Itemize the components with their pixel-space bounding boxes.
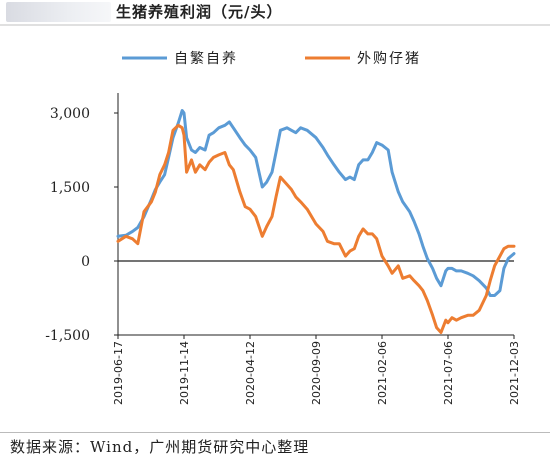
header-logo-block xyxy=(6,2,111,22)
legend-label-1: 外购仔猪 xyxy=(357,51,421,67)
chart-title: 生猪养殖利润（元/头） xyxy=(116,3,283,21)
x-tick-label: 2020-04-12 xyxy=(244,341,257,405)
source-note: 数据来源：Wind，广州期货研究中心整理 xyxy=(10,438,310,456)
legend-label-0: 自繁自养 xyxy=(174,51,238,67)
y-tick-label: -1,500 xyxy=(45,328,90,344)
x-tick-label: 2021-02-06 xyxy=(376,341,389,405)
x-tick-label: 2019-11-14 xyxy=(178,341,191,405)
y-tick-label: 0 xyxy=(81,254,90,270)
chart-svg: 3,000 1,500 0 -1,500 2019-06-17 2019-11-14 202… xyxy=(45,51,521,405)
footer-divider xyxy=(0,432,550,433)
y-tick-label: 3,000 xyxy=(50,106,90,122)
x-tick-label: 2020-09-09 xyxy=(310,341,323,405)
x-tick-label: 2021-12-03 xyxy=(508,341,521,405)
series-line-self-breeding xyxy=(116,109,516,297)
x-tick-label: 2021-07-06 xyxy=(442,341,455,405)
series-line-purchased-piglet xyxy=(116,123,516,334)
header-divider xyxy=(0,24,550,26)
x-tick-label: 2019-06-17 xyxy=(112,341,125,405)
y-tick-label: 1,500 xyxy=(50,180,90,196)
